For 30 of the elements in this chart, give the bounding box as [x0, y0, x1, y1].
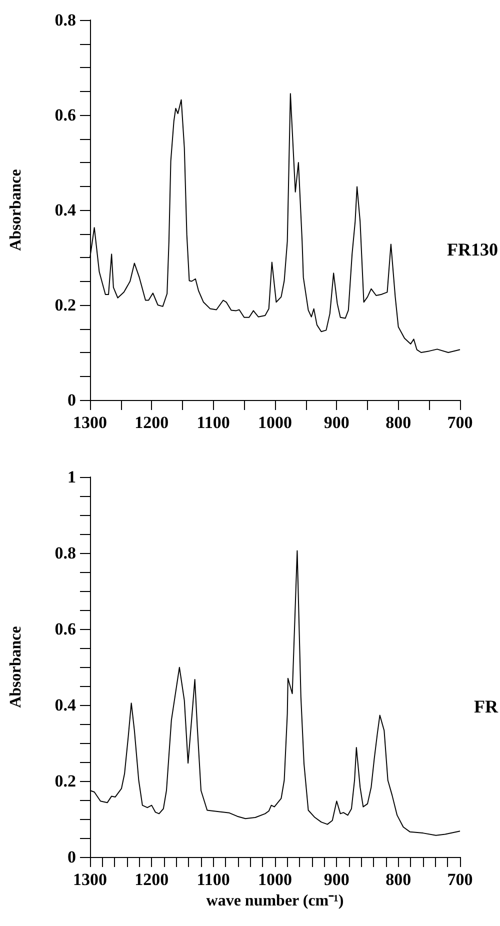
x-tick-label: 700 — [447, 413, 473, 432]
x-tick-label: 900 — [324, 413, 350, 432]
x-tick-label: 1300 — [73, 870, 107, 889]
x-tick-label: 1100 — [196, 870, 230, 889]
y-axis-title: Absorbance — [8, 626, 24, 708]
y-tick-label: 0.6 — [54, 620, 76, 638]
y-axis-title: Absorbance — [8, 169, 24, 251]
text: FR — [474, 696, 499, 716]
x-tick-label: 700 — [447, 870, 473, 889]
y-tick-label: 0.6 — [54, 106, 76, 124]
y-tick-label: 0.4 — [54, 696, 76, 714]
x-tick-label: 900 — [324, 870, 350, 889]
x-tick-label: 800 — [386, 870, 412, 889]
x-axis-title: wave number (cm⁻¹) — [206, 892, 344, 910]
x-tick-label: 800 — [386, 413, 412, 432]
x-tick-label: 1100 — [196, 413, 230, 432]
x-tick-label: 1300 — [73, 413, 107, 432]
y-tick-label: 0.2 — [54, 772, 76, 790]
x-tick-label: 1000 — [258, 870, 292, 889]
y-tick-label: 0.8 — [54, 10, 76, 30]
y-tick-label: 0 — [68, 848, 76, 866]
y-tick-label: 0 — [68, 390, 76, 410]
y-tick-label: 0.8 — [54, 544, 76, 562]
x-tick-label: 1200 — [134, 870, 169, 889]
y-tick-label: 0.2 — [54, 296, 76, 314]
y-tick-label: 0.4 — [54, 200, 76, 220]
y-tick-label: 1 — [68, 468, 76, 486]
text: FR130 — [447, 239, 498, 260]
x-tick-label: 1200 — [134, 413, 169, 432]
x-tick-label: 1000 — [258, 413, 292, 432]
